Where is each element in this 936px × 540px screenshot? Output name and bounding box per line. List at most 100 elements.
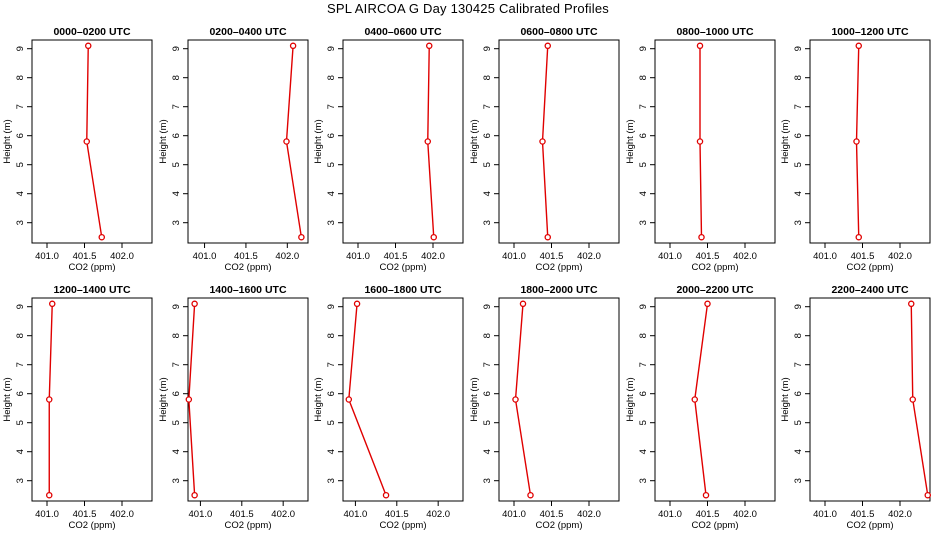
- y-tick-label: 5: [15, 162, 26, 167]
- x-axis-label: CO2 (ppm): [69, 520, 116, 531]
- y-tick-label: 9: [15, 46, 26, 51]
- plot-frame: [31, 297, 153, 502]
- y-tick-label: 6: [171, 133, 182, 138]
- y-tick-label: 7: [482, 362, 493, 367]
- data-point: [185, 396, 193, 403]
- data-point: [83, 138, 91, 145]
- x-axis-label: CO2 (ppm): [847, 262, 894, 273]
- x-axis-label: CO2 (ppm): [380, 262, 427, 273]
- data-point: [696, 138, 704, 145]
- plot-frame: [809, 297, 931, 502]
- data-point: [704, 300, 711, 308]
- y-tick-label: 5: [171, 162, 182, 167]
- y-tick-label: 4: [638, 191, 649, 196]
- data-point: [855, 42, 863, 50]
- y-tick-label: 9: [482, 304, 493, 309]
- data-point: [46, 491, 53, 499]
- y-tick-label: 7: [326, 104, 337, 109]
- y-tick-label: 4: [326, 191, 337, 196]
- y-tick-label: 6: [15, 391, 26, 396]
- x-tick-label: 401.0: [658, 509, 682, 520]
- y-axis-label: Height (m): [780, 377, 791, 421]
- x-tick-label: 401.5: [73, 509, 97, 520]
- plot-frame: [342, 297, 464, 502]
- y-tick-label: 6: [482, 133, 493, 138]
- y-tick-label: 7: [638, 362, 649, 367]
- panel-title: 0400–0600 UTC: [364, 26, 441, 38]
- x-tick-label: 402.0: [421, 251, 445, 262]
- y-tick-label: 3: [15, 220, 26, 225]
- x-tick-label: 401.5: [230, 509, 254, 520]
- y-tick-label: 7: [15, 104, 26, 109]
- data-point: [345, 396, 353, 403]
- y-tick-label: 5: [482, 162, 493, 167]
- y-tick-label: 9: [638, 46, 649, 51]
- y-tick-label: 6: [482, 391, 493, 396]
- y-tick-label: 9: [793, 46, 804, 51]
- data-point: [298, 233, 305, 241]
- y-tick-label: 5: [482, 420, 493, 425]
- panel-title: 0800–1000 UTC: [676, 26, 753, 38]
- data-point: [191, 300, 198, 308]
- x-tick-label: 402.0: [271, 509, 295, 520]
- x-axis-label: CO2 (ppm): [380, 520, 427, 531]
- x-tick-label: 401.0: [813, 509, 837, 520]
- data-point: [85, 42, 92, 50]
- y-tick-label: 5: [793, 162, 804, 167]
- y-tick-label: 5: [638, 420, 649, 425]
- y-tick-label: 3: [793, 478, 804, 483]
- data-point: [924, 491, 932, 499]
- data-point: [425, 42, 433, 50]
- x-tick-label: 401.0: [35, 509, 59, 520]
- y-tick-label: 5: [793, 420, 804, 425]
- y-tick-label: 9: [793, 304, 804, 309]
- y-tick-label: 8: [171, 333, 182, 338]
- y-axis-label: Height (m): [313, 119, 324, 163]
- y-tick-label: 5: [171, 420, 182, 425]
- x-axis-label: CO2 (ppm): [692, 520, 739, 531]
- x-axis-label: CO2 (ppm): [847, 520, 894, 531]
- data-point: [424, 138, 431, 145]
- y-tick-label: 8: [638, 333, 649, 338]
- y-tick-label: 4: [482, 449, 493, 454]
- x-tick-label: 401.5: [696, 509, 720, 520]
- y-tick-label: 7: [171, 362, 182, 367]
- y-tick-label: 9: [326, 46, 337, 51]
- data-point: [289, 42, 297, 50]
- panel-title: 0000–0200 UTC: [53, 26, 130, 38]
- panel-title: 0600–0800 UTC: [520, 26, 597, 38]
- plot-frame: [31, 39, 153, 244]
- y-tick-label: 8: [793, 333, 804, 338]
- y-tick-label: 7: [793, 104, 804, 109]
- y-tick-label: 6: [171, 391, 182, 396]
- x-axis-label: CO2 (ppm): [692, 262, 739, 273]
- y-tick-label: 9: [171, 46, 182, 51]
- data-point: [696, 42, 704, 50]
- data-point: [544, 42, 552, 50]
- panel-title: 0200–0400 UTC: [209, 26, 286, 38]
- y-axis-label: Height (m): [2, 119, 13, 163]
- x-tick-label: 401.0: [502, 251, 526, 262]
- y-tick-label: 4: [15, 191, 26, 196]
- data-point: [49, 300, 56, 308]
- x-tick-label: 401.5: [696, 251, 720, 262]
- y-tick-label: 7: [171, 104, 182, 109]
- y-tick-label: 6: [793, 391, 804, 396]
- x-tick-label: 401.0: [344, 509, 368, 520]
- y-axis-label: Height (m): [625, 377, 636, 421]
- data-point: [698, 233, 705, 241]
- y-tick-label: 6: [326, 133, 337, 138]
- x-tick-label: 401.0: [813, 251, 837, 262]
- plot-frame: [809, 39, 931, 244]
- data-point: [512, 396, 519, 403]
- x-tick-label: 402.0: [110, 251, 134, 262]
- y-axis-label: Height (m): [158, 377, 169, 421]
- x-tick-label: 401.5: [540, 251, 564, 262]
- x-tick-label: 401.0: [658, 251, 682, 262]
